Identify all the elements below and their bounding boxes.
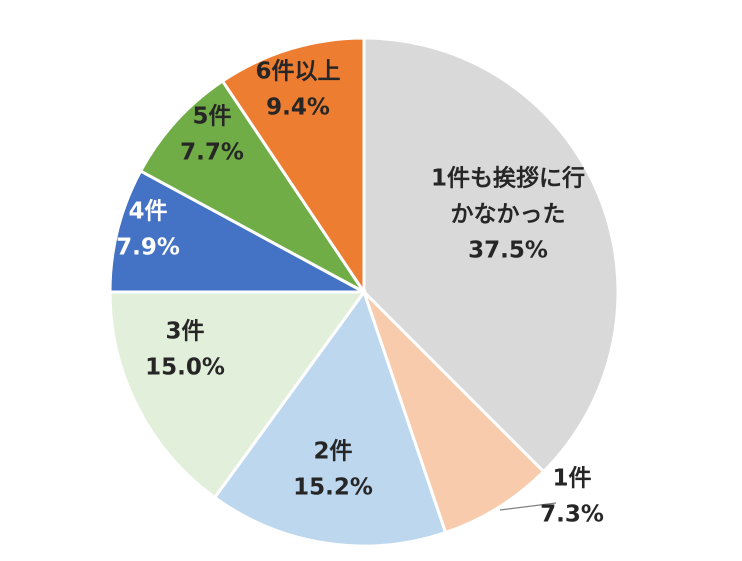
pie-slice-2 bbox=[362, 290, 546, 535]
pie-slices bbox=[108, 36, 620, 548]
pie-slice-3 bbox=[212, 288, 448, 548]
leader-lines bbox=[499, 502, 557, 511]
slice-category-label-6: 5件 bbox=[192, 104, 231, 130]
slice-value-label-4: 15.0% bbox=[145, 355, 225, 381]
slice-category-label-2: 1件 bbox=[552, 466, 591, 492]
slice-category-label-1: かなかった bbox=[451, 202, 566, 228]
slice-value-label-7: 9.4% bbox=[266, 95, 330, 121]
pie-slice-4 bbox=[108, 290, 367, 500]
slice-category-label-5: 4件 bbox=[128, 199, 167, 225]
slice-value-label-5: 7.9% bbox=[116, 235, 180, 261]
pie-slice-1 bbox=[362, 36, 620, 474]
slice-category-label-7: 6件以上 bbox=[255, 59, 340, 85]
slice-value-label-6: 7.7% bbox=[180, 140, 244, 166]
leader-line-2 bbox=[499, 502, 557, 511]
pie-slice-7 bbox=[220, 36, 366, 297]
slice-value-label-3: 15.2% bbox=[293, 475, 373, 501]
slice-category-label-4: 3件 bbox=[165, 319, 204, 345]
slice-value-label-2: 7.3% bbox=[540, 502, 604, 528]
pie-slice-5 bbox=[108, 169, 365, 294]
slice-category-label-1: 1件も挨拶に行 bbox=[431, 165, 585, 192]
slice-category-label-3: 2件 bbox=[313, 439, 352, 465]
slice-value-label-1: 37.5% bbox=[468, 238, 548, 264]
pie-slice-6 bbox=[138, 78, 366, 294]
